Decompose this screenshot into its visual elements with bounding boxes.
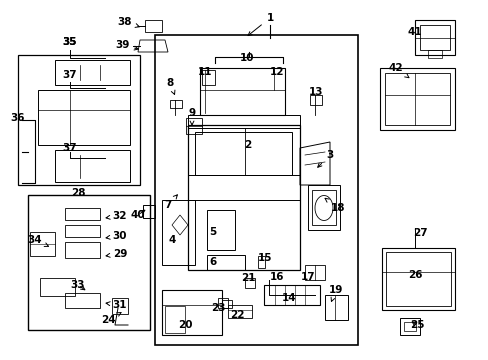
Text: 11: 11: [197, 67, 212, 77]
Text: 34: 34: [28, 235, 48, 247]
Text: 7: 7: [164, 195, 177, 210]
Text: 1: 1: [247, 13, 273, 36]
Text: 15: 15: [257, 253, 272, 263]
Text: 28: 28: [71, 188, 85, 198]
Bar: [18, 55, 140, 185]
Text: 29: 29: [106, 249, 127, 259]
Text: 9: 9: [188, 108, 195, 125]
Text: 5: 5: [209, 227, 216, 237]
Text: 8: 8: [166, 78, 175, 94]
Text: 38: 38: [118, 17, 139, 27]
Text: 30: 30: [106, 231, 127, 241]
Text: 23: 23: [210, 303, 225, 313]
Text: 27: 27: [412, 228, 427, 238]
Text: 35: 35: [62, 37, 77, 47]
Text: 41: 41: [407, 27, 422, 37]
Text: 37: 37: [62, 143, 77, 153]
Text: 2: 2: [244, 140, 251, 150]
Bar: [155, 35, 357, 345]
Text: 3: 3: [317, 150, 333, 167]
Text: 18: 18: [325, 198, 345, 213]
Text: 17: 17: [300, 272, 315, 282]
Text: 6: 6: [209, 257, 216, 267]
Bar: [28, 195, 150, 330]
Text: 31: 31: [106, 300, 127, 310]
Text: 37: 37: [62, 70, 77, 80]
Text: 12: 12: [269, 67, 284, 77]
Text: 4: 4: [168, 235, 175, 245]
Text: 24: 24: [101, 312, 121, 325]
Text: 21: 21: [240, 273, 255, 283]
Text: 22: 22: [229, 310, 244, 320]
Text: 39: 39: [115, 40, 138, 50]
Text: 33: 33: [71, 280, 85, 290]
Text: 32: 32: [106, 211, 127, 221]
Text: 42: 42: [388, 63, 408, 78]
Text: 35: 35: [62, 37, 77, 47]
Text: 26: 26: [407, 270, 421, 280]
Text: 36: 36: [11, 113, 25, 123]
Text: 19: 19: [328, 285, 343, 301]
Text: 16: 16: [269, 272, 284, 282]
Text: 25: 25: [409, 320, 424, 330]
Text: 14: 14: [281, 293, 296, 303]
Text: 20: 20: [177, 320, 192, 330]
Text: 10: 10: [239, 53, 254, 63]
Text: 40: 40: [130, 210, 145, 220]
Text: 13: 13: [308, 87, 323, 97]
